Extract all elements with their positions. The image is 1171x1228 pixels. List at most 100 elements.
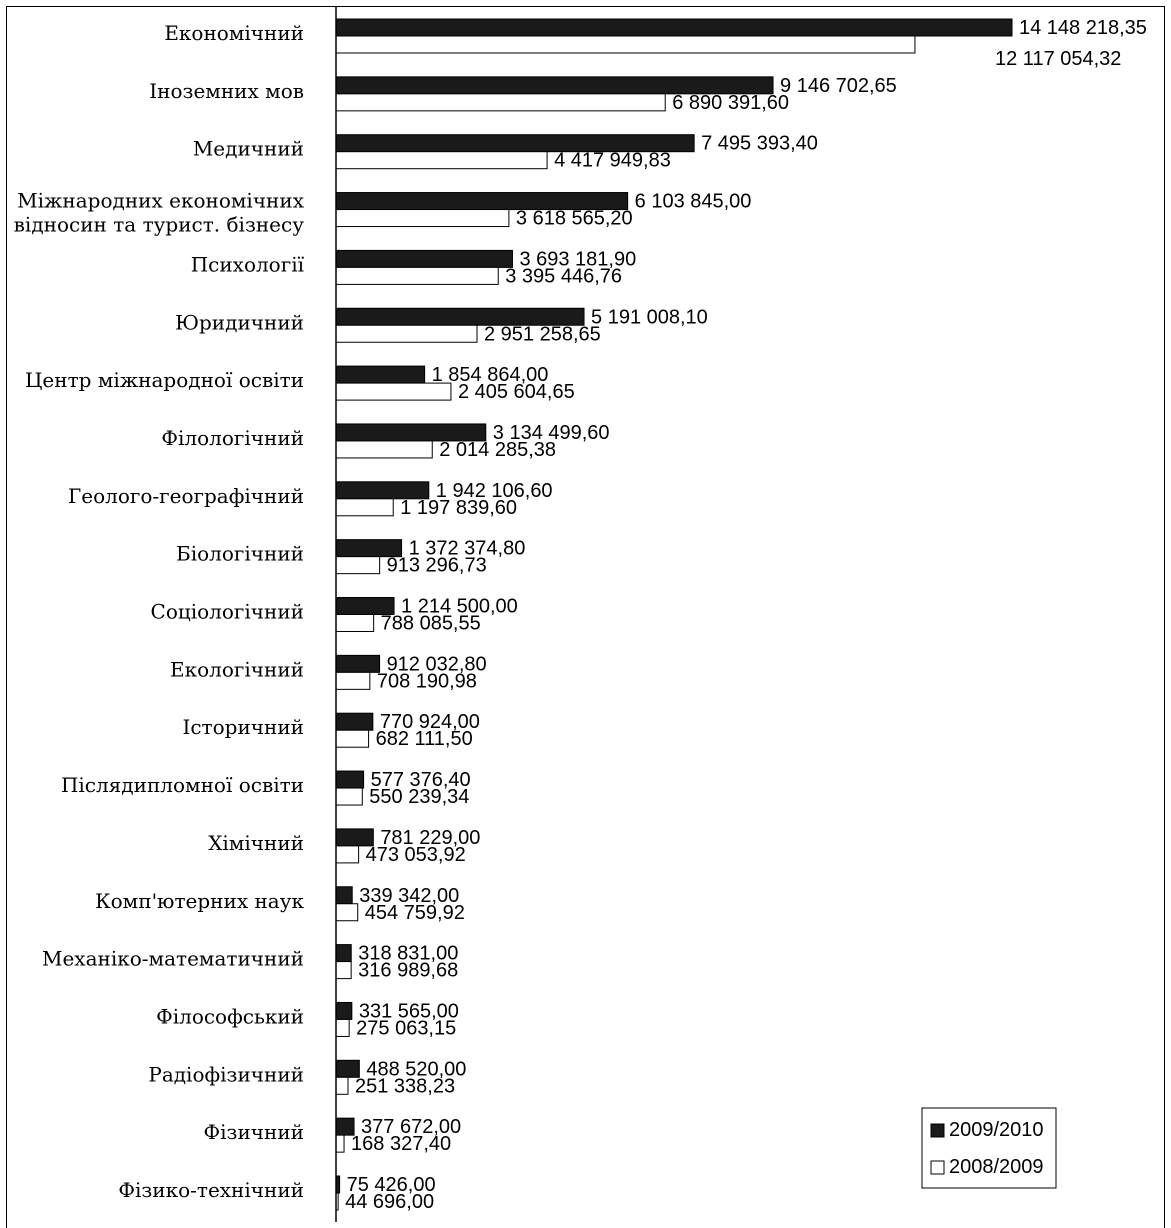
value-label-2009-2010: 9 146 702,65 <box>780 75 897 97</box>
value-label-2008-2009: 2 951 258,65 <box>484 323 601 345</box>
value-label-2009-2010: 7 495 393,40 <box>701 133 818 155</box>
category-label: Хімічний <box>208 831 304 855</box>
value-label-2008-2009: 1 197 839,60 <box>400 497 517 519</box>
value-label-2009-2010: 5 191 008,10 <box>591 306 708 328</box>
bar-2009-2010 <box>335 770 365 789</box>
category-label: Центр міжнародної освіти <box>25 368 304 392</box>
category-label: Філологічний <box>161 426 304 450</box>
value-label-2008-2009: 682 111,50 <box>376 728 473 750</box>
value-label-2008-2009: 44 696,00 <box>345 1191 434 1213</box>
bar-2008-2009 <box>335 961 352 980</box>
value-label-2009-2010: 1 372 374,80 <box>409 538 526 560</box>
legend-box <box>921 1107 1057 1189</box>
value-label-2009-2010: 577 376,40 <box>371 769 471 791</box>
chart-frame <box>6 6 1165 1228</box>
value-label-2009-2010: 331 565,00 <box>359 1000 459 1022</box>
bars <box>335 18 1013 1211</box>
bar-2008-2009 <box>335 93 666 112</box>
bar-2008-2009 <box>335 324 478 343</box>
category-label: Геолого-географічний <box>68 484 304 508</box>
value-label-2008-2009: 3 618 565,20 <box>516 208 633 230</box>
value-label-2008-2009: 454 759,92 <box>365 902 465 924</box>
value-label-2008-2009: 316 989,68 <box>358 960 458 982</box>
bar-2009-2010 <box>335 249 513 268</box>
bar-2008-2009 <box>335 787 363 806</box>
bar-2009-2010 <box>335 1001 353 1020</box>
bar-2008-2009 <box>335 1018 350 1037</box>
bar-2008-2009 <box>335 35 916 54</box>
category-label: Соціологічний <box>151 600 304 624</box>
value-label-2009-2010: 3 134 499,60 <box>493 422 610 444</box>
bar-2009-2010 <box>335 365 426 384</box>
bar-2008-2009 <box>335 556 381 575</box>
legend-label-2009-2010: 2009/2010 <box>949 1119 1044 1141</box>
category-label: Медичний <box>193 137 304 161</box>
category-label: Комп'ютерних наук <box>95 889 304 913</box>
bar-2008-2009 <box>335 209 510 228</box>
category-labels: Економічний Іноземних мов Медичний Міжнарод… <box>14 21 305 1202</box>
value-label-2008-2009: 2 014 285,38 <box>439 439 556 461</box>
value-label-2009-2010: 6 103 845,00 <box>635 191 752 213</box>
value-label-2009-2010: 3 693 181,90 <box>519 248 636 270</box>
bar-2008-2009 <box>335 266 499 285</box>
bar-2008-2009 <box>335 614 375 632</box>
value-label-2008-2009: 251 338,23 <box>355 1075 455 1097</box>
value-label-2009-2010: 1 854 864,00 <box>432 364 549 386</box>
value-label-2009-2010: 912 032,80 <box>387 653 487 675</box>
value-label-2009-2010: 781 229,00 <box>380 827 480 849</box>
category-label: Механіко-математичний <box>42 947 304 971</box>
bar-2008-2009 <box>335 729 370 748</box>
bar-2008-2009 <box>335 151 548 170</box>
bar-2008-2009 <box>335 845 360 864</box>
value-label-2009-2010: 770 924,00 <box>380 711 480 733</box>
legend-swatch-2009-2010 <box>930 1123 945 1138</box>
category-label: Юридичний <box>175 310 304 334</box>
bar-2008-2009 <box>335 440 433 459</box>
category-label: Екологічний <box>170 657 304 681</box>
value-label-2008-2009: 4 417 949,83 <box>554 150 671 172</box>
bar-2008-2009 <box>335 1134 345 1153</box>
value-label-2008-2009: 788 085,55 <box>381 613 481 635</box>
category-label: Фізико-технічний <box>118 1178 304 1202</box>
value-label-2009-2010: 488 520,00 <box>366 1058 466 1080</box>
category-label: Біологічний <box>176 542 304 566</box>
bar-2009-2010 <box>335 654 381 673</box>
bar-2008-2009 <box>335 1076 349 1095</box>
category-label: Іноземних мов <box>149 79 304 103</box>
bar-2009-2010 <box>335 944 352 963</box>
category-label: Філософський <box>156 1004 304 1028</box>
category-label: Економічний <box>164 21 304 45</box>
value-label-2008-2009: 550 239,34 <box>369 786 469 808</box>
value-label-2009-2010: 75 426,00 <box>347 1174 436 1196</box>
value-label-2008-2009: 2 405 604,65 <box>458 381 575 403</box>
bar-2008-2009 <box>335 671 371 690</box>
bar-2008-2009 <box>335 903 359 922</box>
value-label-2009-2010: 318 831,00 <box>358 943 458 965</box>
value-label-2008-2009: 275 063,15 <box>356 1017 456 1039</box>
value-label-2008-2009: 6 890 391,60 <box>672 92 789 114</box>
category-label: Психології <box>191 252 305 276</box>
value-label-2008-2009: 168 327,40 <box>351 1133 451 1155</box>
value-label-2008-2009: 473 053,92 <box>366 844 466 866</box>
legend-swatch-2008-2009 <box>930 1160 945 1175</box>
category-label: Післядипломної освіти <box>61 773 304 797</box>
value-label-2008-2009: 3 395 446,76 <box>505 265 622 287</box>
bar-2009-2010 <box>335 18 1013 37</box>
value-label-2008-2009: 913 296,73 <box>387 555 487 577</box>
value-label-2008-2009: 12 117 054,32 <box>995 48 1121 70</box>
category-label: Фізичний <box>204 1120 304 1144</box>
value-label-2008-2009: 708 190,98 <box>377 670 477 692</box>
bar-2009-2010 <box>335 886 353 905</box>
category-label: Історичний <box>182 715 304 739</box>
bar-2008-2009 <box>335 498 394 517</box>
value-label-2009-2010: 339 342,00 <box>359 885 459 907</box>
legend-label-2008-2009: 2008/2009 <box>949 1156 1044 1178</box>
category-label: Радіофізичний <box>148 1062 304 1086</box>
value-label-2009-2010: 1 214 500,00 <box>401 596 518 618</box>
category-label: Міжнародних економічних <box>17 189 305 213</box>
legend: 2009/2010 2008/2009 <box>921 1107 1057 1189</box>
bar-2009-2010 <box>335 712 374 731</box>
category-label: відносин та турист. бізнесу <box>14 213 305 237</box>
